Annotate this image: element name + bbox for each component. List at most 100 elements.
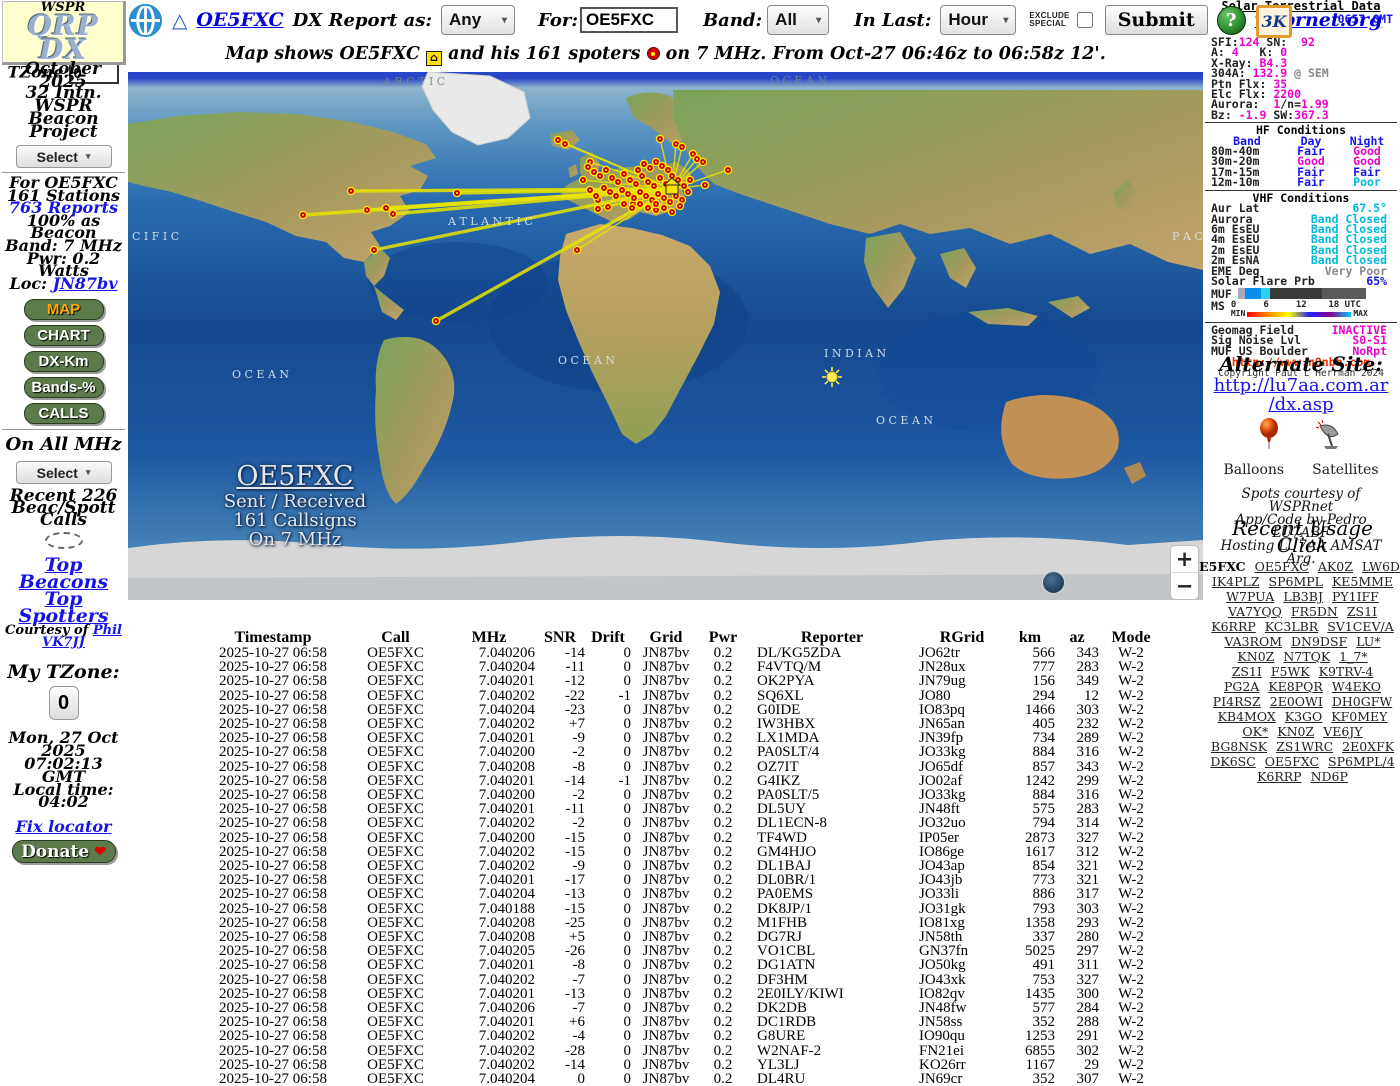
exclude-special-checkbox[interactable] xyxy=(1076,12,1093,28)
top-toolbar: △ OE5FXC DX Report as: Any ▾ For: Band: … xyxy=(128,2,1382,38)
recent-usage-call-link[interactable]: K3GO xyxy=(1284,709,1323,724)
table-row: 2025-10-27 06:58 OE5FXC 7.040201 -8 0 JN87bv 0… xyxy=(219,958,1144,973)
recent-usage-call-link[interactable]: AK0Z xyxy=(1317,559,1353,574)
lu7aa-link-1[interactable]: http://lu7aa.com.ar xyxy=(1213,375,1389,396)
recent-usage-call-link[interactable]: VA7YQQ xyxy=(1227,604,1282,619)
help-icon[interactable]: ? xyxy=(1216,5,1246,35)
recent-usage-call-link[interactable]: ZS1I xyxy=(1231,664,1262,679)
recent-usage-call-link[interactable]: N7TQK xyxy=(1283,649,1331,664)
recent-usage-call-link[interactable]: KB4MOX xyxy=(1217,709,1276,724)
recent-usage-call-link[interactable]: 2E0XFK xyxy=(1342,739,1395,754)
exclude-label-1: EXCLUDE xyxy=(1029,11,1070,20)
recent-usage-call-link[interactable]: BG8NSK xyxy=(1210,739,1268,754)
recent-usage-call-link[interactable]: DH0GFW xyxy=(1331,694,1393,709)
recent-usage-call-link[interactable]: ND6P xyxy=(1310,769,1348,784)
recent-usage-call-link[interactable]: 2E0OWI xyxy=(1269,694,1323,709)
recent-usage-call-link[interactable]: DK6SC xyxy=(1210,754,1256,769)
recent-usage-call-link[interactable]: F5WK xyxy=(1270,664,1310,679)
balloons-label[interactable]: Balloons xyxy=(1223,462,1285,478)
n0nbh-link[interactable]: http://www.n0nbh.com xyxy=(1231,354,1371,369)
band-select-dropdown[interactable]: Select ▾ xyxy=(15,145,112,168)
column-header: RGrid xyxy=(939,629,985,646)
recent-usage-call-link[interactable]: VE6JY xyxy=(1323,724,1363,739)
recent-usage-call-link[interactable]: KF0MEY xyxy=(1331,709,1388,724)
view-button-calls[interactable]: CALLS xyxy=(23,403,104,425)
recent-usage-call-link[interactable]: KE5MME xyxy=(1331,574,1394,589)
tzone-input[interactable] xyxy=(69,62,120,84)
home-marker[interactable] xyxy=(662,177,682,195)
in-last-select[interactable]: Hour ▾ xyxy=(940,5,1017,35)
recent-usage-call-link[interactable]: W7PUA xyxy=(1226,589,1275,604)
callsign-link[interactable]: OE5FXC xyxy=(196,9,284,31)
vk7jj-link[interactable]: VK7JJ xyxy=(42,635,85,651)
report-as-select[interactable]: Any ▾ xyxy=(441,5,516,35)
my-tzone-button[interactable]: 0 xyxy=(48,686,79,721)
recent-usage-call-link[interactable]: DN9DSF xyxy=(1291,634,1348,649)
view-button-map[interactable]: MAP xyxy=(23,299,104,321)
balloon-icon[interactable] xyxy=(1258,418,1280,454)
recent-usage-call-link[interactable]: 1_7* xyxy=(1339,649,1368,664)
recent-usage-call-link[interactable]: LU* xyxy=(1356,634,1381,649)
phil-link[interactable]: Phil xyxy=(92,623,122,639)
recent-usage-call-link[interactable]: W4EKO xyxy=(1331,679,1382,694)
table-row: 2025-10-27 06:58 OE5FXC 7.040201 +6 0 JN87bv 0… xyxy=(219,1015,1144,1030)
recent-usage-call-link[interactable]: KN0Z xyxy=(1237,649,1275,664)
recent-usage-call-link[interactable]: FR5DN xyxy=(1290,604,1338,619)
world-map[interactable]: A R C T I C O C E A N C I F I C A T L A N T… xyxy=(128,72,1203,600)
satellite-dish-icon[interactable] xyxy=(1314,418,1344,454)
counter-badge[interactable]: 3K xyxy=(1256,5,1292,38)
table-row: 2025-10-27 06:58 OE5FXC 7.040208 +5 0 JN87bv 0… xyxy=(219,930,1144,945)
view-button-chart[interactable]: CHART xyxy=(23,325,104,347)
recent-usage-call-link[interactable]: SP6MPL/4 xyxy=(1328,754,1395,769)
top-spotters-link[interactable]: Top Spotters xyxy=(18,588,109,628)
fix-locator-link[interactable]: Fix locator xyxy=(15,817,112,837)
top-beacons-link[interactable]: Top Beacons xyxy=(18,554,109,594)
table-row: 2025-10-27 06:58 OE5FXC 7.040200 -2 0 JN87bv 0… xyxy=(219,788,1144,803)
table-row: 2025-10-27 06:58 OE5FXC 7.040202 -4 0 JN87bv 0… xyxy=(219,1029,1144,1044)
recent-usage-call-link[interactable]: PI4RSZ xyxy=(1212,694,1261,709)
wspr-qrp-dx-logo[interactable]: WSPR QRP DX October 2025 xyxy=(2,1,126,91)
recent-usage-call-link[interactable]: K6RRP xyxy=(1211,619,1256,634)
recent-usage-call-link[interactable]: ZS1I xyxy=(1346,604,1378,619)
recent-usage-call-link[interactable]: OE5FXC xyxy=(1188,559,1246,574)
recent-usage-call-link[interactable]: OE5FXC xyxy=(1254,559,1309,574)
calls-bubble-icon[interactable] xyxy=(44,532,83,550)
recent-usage-call-link[interactable]: K6RRP xyxy=(1257,769,1302,784)
view-button-bands-%[interactable]: Bands-% xyxy=(23,377,104,399)
recent-usage-call-link[interactable]: KN0Z xyxy=(1277,724,1315,739)
recent-usage-call-link[interactable]: LB3BJ xyxy=(1283,589,1323,604)
recent-usage-call-link[interactable]: IK4PLZ xyxy=(1211,574,1260,589)
submit-button[interactable]: Submit xyxy=(1104,5,1208,35)
logo-qrpdx-text: QRP DX xyxy=(27,9,99,66)
locator-link[interactable]: JN87bv xyxy=(52,273,118,293)
lu7aa-link-2[interactable]: /dx.asp xyxy=(1268,394,1334,415)
project-title: 32 Intn. WSPR Beacon Project xyxy=(25,83,102,142)
recent-usage-call-link[interactable]: OK* xyxy=(1242,724,1269,739)
in-last-label: In Last: xyxy=(854,9,932,31)
recent-usage-call-link[interactable]: ZS1WRC xyxy=(1276,739,1334,754)
stat-reports-link[interactable]: 763 Reports xyxy=(8,198,119,218)
spotter-legend-icon xyxy=(646,47,660,60)
recent-usage-call-link[interactable]: KE8PQR xyxy=(1268,679,1323,694)
satellites-label[interactable]: Satellites xyxy=(1312,462,1379,478)
recent-usage-call-link[interactable]: PG2A xyxy=(1223,679,1260,694)
propagation-line xyxy=(456,187,673,195)
recent-usage-call-link[interactable]: LW6DLS xyxy=(1361,559,1400,574)
recent-usage-call-link[interactable]: SP6MPL xyxy=(1268,574,1323,589)
view-button-dx-km[interactable]: DX-Km xyxy=(23,351,104,373)
donate-button[interactable]: Donate ❤ xyxy=(11,840,116,864)
logo-month: October xyxy=(24,59,101,79)
credits-block: Spots courtesy of WSPRnet App/Code by Pe… xyxy=(1220,486,1382,567)
band-select[interactable]: All ▾ xyxy=(767,5,830,35)
recent-usage-call-link[interactable]: VA3ROM xyxy=(1224,634,1283,649)
recent-usage-call-link[interactable]: SV1CEV/A xyxy=(1327,619,1394,634)
zoom-out-button[interactable]: − xyxy=(1175,574,1194,598)
recent-usage-call-link[interactable]: K9TRV-4 xyxy=(1318,664,1374,679)
recent-usage-call-link[interactable]: PY1IFF xyxy=(1331,589,1379,604)
recent-usage-call-link[interactable]: KC3LBR xyxy=(1264,619,1319,634)
for-callsign-input[interactable] xyxy=(579,7,678,33)
recent-usage-call-link[interactable]: OE5FXC xyxy=(1264,754,1320,769)
table-row: 2025-10-27 06:58 OE5FXC 7.040202 -14 0 JN87bv… xyxy=(219,1057,1144,1073)
zoom-in-button[interactable]: + xyxy=(1171,546,1198,573)
all-mhz-select-dropdown[interactable]: Select ▾ xyxy=(15,461,112,485)
